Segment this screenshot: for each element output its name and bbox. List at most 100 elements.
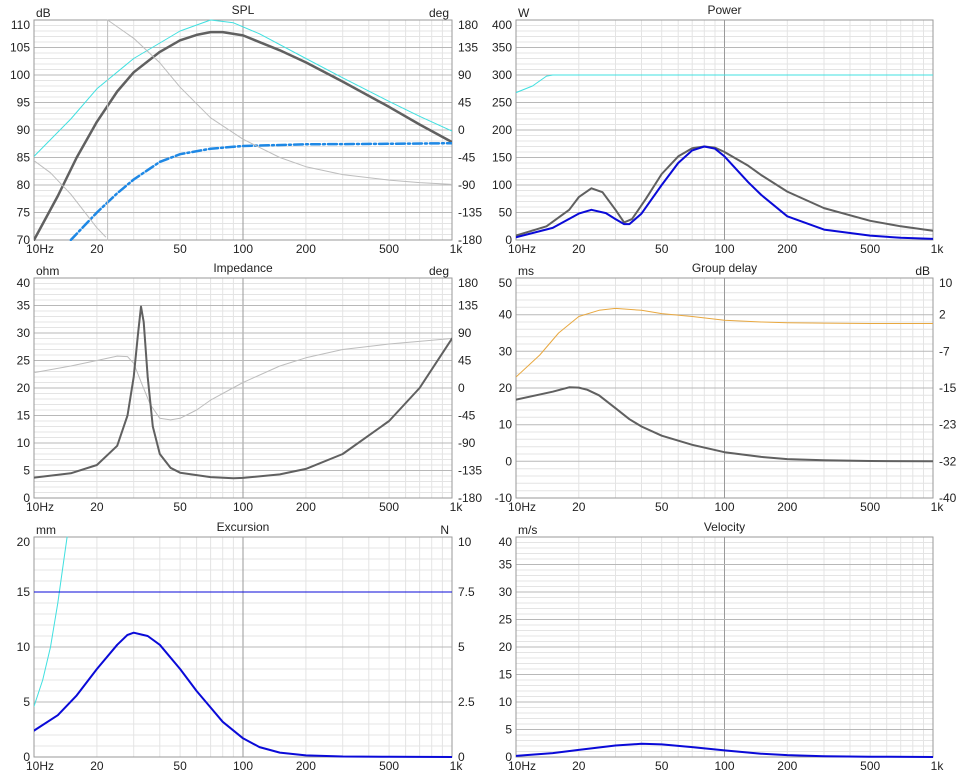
y2-tick-label: -15 bbox=[939, 381, 957, 395]
y-tick-label: 100 bbox=[10, 68, 30, 82]
x-tick-label: 20 bbox=[572, 242, 586, 256]
impedance-chart: Impedance ohm deg 0 5 10 15 20 25 30 35 40 -180 -135 -… bbox=[17, 261, 483, 514]
y2-tick-label: -135 bbox=[458, 464, 482, 478]
x-tick-label: 10Hz bbox=[508, 759, 536, 773]
y-tick-label: 10 bbox=[499, 418, 513, 432]
x-tick-label: 100 bbox=[233, 242, 253, 256]
x-tick-label: 10Hz bbox=[26, 759, 54, 773]
x-tick-label: 10Hz bbox=[26, 500, 54, 514]
y-tick-label: 10 bbox=[499, 695, 513, 709]
y-tick-label: 200 bbox=[492, 123, 512, 137]
group-delay-series-group bbox=[516, 307, 933, 463]
group-delay-series-0 bbox=[516, 307, 933, 378]
x-tick-label: 100 bbox=[233, 759, 253, 773]
x-tick-label: 10Hz bbox=[508, 500, 536, 514]
excursion-y2label: N bbox=[440, 523, 449, 537]
excursion-title: Excursion bbox=[217, 520, 270, 534]
y-tick-label: 50 bbox=[499, 276, 513, 290]
y-tick-label: 20 bbox=[499, 381, 513, 395]
y2-tick-label: -23 bbox=[939, 418, 957, 432]
impedance-y2label: deg bbox=[429, 264, 449, 278]
y2-tick-label: 10 bbox=[458, 535, 472, 549]
excursion-plot-frame bbox=[33, 536, 453, 758]
impedance-title: Impedance bbox=[213, 261, 273, 275]
y2-tick-label: 5 bbox=[458, 640, 465, 654]
spl-series-3 bbox=[34, 160, 107, 238]
power-series-0 bbox=[516, 74, 933, 94]
y-tick-label: 105 bbox=[10, 41, 30, 55]
x-tick-label: 500 bbox=[860, 242, 880, 256]
y-tick-label: 70 bbox=[17, 233, 31, 247]
x-tick-label: 100 bbox=[233, 500, 253, 514]
y2-tick-label: 0 bbox=[458, 123, 465, 137]
y2-tick-label: 10 bbox=[939, 276, 953, 290]
y-tick-label: 15 bbox=[499, 668, 513, 682]
power-series-2 bbox=[516, 145, 933, 240]
y2-tick-label: -7 bbox=[939, 345, 950, 359]
y-tick-label: 50 bbox=[499, 206, 513, 220]
impedance-ylabel: ohm bbox=[36, 264, 59, 278]
y-tick-label: 25 bbox=[499, 613, 513, 627]
x-tick-label: 1k bbox=[931, 759, 945, 773]
y2-tick-label: -90 bbox=[458, 436, 476, 450]
velocity-title: Velocity bbox=[704, 520, 745, 534]
spl-y2label: deg bbox=[429, 6, 449, 20]
power-chart: Power W 0 50 100 150 200 250 300 350 400 10Hz 20 50 10… bbox=[492, 3, 944, 256]
y-tick-label: 95 bbox=[17, 96, 31, 110]
x-tick-label: 50 bbox=[173, 759, 187, 773]
y-tick-label: 30 bbox=[499, 344, 513, 358]
y2-tick-label: 2.5 bbox=[458, 695, 475, 709]
y-tick-label: 40 bbox=[17, 276, 31, 290]
x-tick-label: 20 bbox=[90, 759, 104, 773]
y-tick-label: 100 bbox=[492, 178, 512, 192]
spl-series-2 bbox=[69, 141, 452, 241]
y2-tick-label: -45 bbox=[458, 409, 476, 423]
spl-chart: SPL dB deg 70 75 80 85 90 95 100 105 110 -180 -135 -90… bbox=[10, 3, 482, 256]
excursion-series-0 bbox=[34, 536, 68, 707]
x-tick-label: 500 bbox=[379, 242, 399, 256]
y-tick-label: 10 bbox=[17, 640, 31, 654]
y-tick-label: 40 bbox=[499, 308, 513, 322]
y-tick-label: 110 bbox=[11, 18, 30, 32]
y-tick-label: 30 bbox=[499, 585, 513, 599]
x-tick-label: 50 bbox=[173, 242, 187, 256]
y2-tick-label: -90 bbox=[458, 178, 476, 192]
y2-tick-label: 90 bbox=[458, 326, 472, 340]
y-tick-label: 40 bbox=[499, 535, 513, 549]
x-tick-label: 200 bbox=[777, 242, 797, 256]
y-tick-label: 25 bbox=[17, 354, 31, 368]
power-plot-frame bbox=[515, 19, 934, 241]
y-tick-label: 350 bbox=[492, 41, 512, 55]
y2-tick-label: 135 bbox=[458, 41, 478, 55]
spl-plot-frame bbox=[33, 19, 453, 241]
y2-tick-label: 45 bbox=[458, 96, 472, 110]
power-series-1 bbox=[516, 145, 933, 237]
group-delay-y2label: dB bbox=[915, 264, 930, 278]
x-tick-label: 200 bbox=[296, 500, 316, 514]
impedance-series-0 bbox=[34, 338, 452, 421]
x-tick-label: 20 bbox=[90, 242, 104, 256]
x-tick-label: 1k bbox=[931, 500, 945, 514]
impedance-series-1 bbox=[34, 305, 452, 480]
x-tick-label: 50 bbox=[655, 759, 669, 773]
velocity-ylabel: m/s bbox=[518, 523, 537, 537]
x-tick-label: 200 bbox=[777, 500, 797, 514]
y-tick-label: 85 bbox=[17, 151, 31, 165]
y2-tick-label: 7.5 bbox=[458, 585, 475, 599]
y2-tick-label: 180 bbox=[458, 18, 478, 32]
velocity-series-0 bbox=[516, 742, 933, 758]
y-tick-label: 400 bbox=[492, 18, 512, 32]
y2-tick-label: -45 bbox=[458, 151, 476, 165]
y-tick-label: -10 bbox=[495, 491, 513, 505]
y2-tick-label: 90 bbox=[458, 68, 472, 82]
spl-series-0 bbox=[34, 19, 452, 157]
x-tick-label: 10Hz bbox=[26, 242, 54, 256]
x-tick-label: 500 bbox=[860, 500, 880, 514]
y-tick-label: 0 bbox=[505, 233, 512, 247]
group-delay-title: Group delay bbox=[692, 261, 757, 275]
group-delay-ylabel: ms bbox=[518, 264, 534, 278]
velocity-series-group bbox=[516, 742, 933, 758]
excursion-series-group bbox=[34, 536, 452, 758]
y-tick-label: 10 bbox=[17, 436, 31, 450]
